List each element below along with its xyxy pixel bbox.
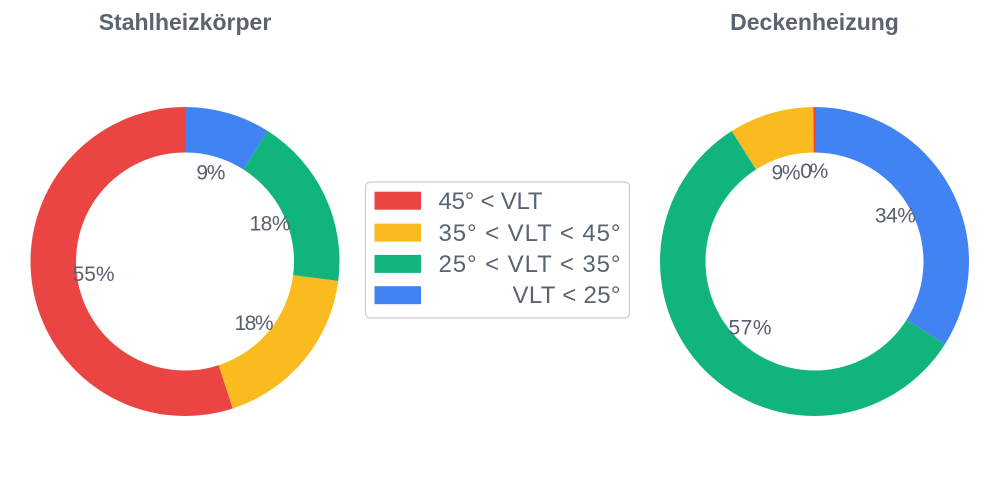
svg-text:9%: 9% bbox=[772, 161, 801, 184]
svg-text:35° < VLT < 45°: 35° < VLT < 45° bbox=[439, 220, 621, 247]
svg-text:25° < VLT < 35°: 25° < VLT < 35° bbox=[439, 251, 621, 278]
svg-text:Stahlheizkörper: Stahlheizkörper bbox=[99, 9, 272, 35]
svg-text:55%: 55% bbox=[73, 263, 115, 286]
svg-text:18%: 18% bbox=[235, 312, 274, 335]
svg-text:VLT < 25°: VLT < 25° bbox=[513, 282, 621, 309]
svg-text:18%: 18% bbox=[250, 213, 291, 236]
svg-text:57%: 57% bbox=[729, 316, 772, 339]
svg-text:45° < VLT: 45° < VLT bbox=[439, 188, 543, 215]
svg-text:9%: 9% bbox=[196, 161, 225, 184]
svg-text:0%: 0% bbox=[800, 160, 828, 183]
svg-text:Deckenheizung: Deckenheizung bbox=[730, 9, 899, 35]
svg-text:34%: 34% bbox=[875, 204, 916, 227]
